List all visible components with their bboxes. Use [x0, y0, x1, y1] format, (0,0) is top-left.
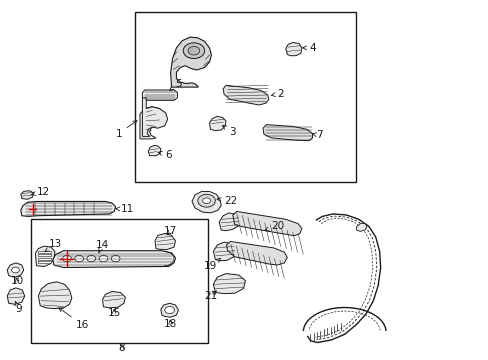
- Bar: [38, 254, 51, 256]
- Text: 20: 20: [264, 221, 285, 231]
- Text: 13: 13: [45, 239, 62, 252]
- Polygon shape: [226, 242, 287, 265]
- Bar: [30, 219, 207, 342]
- Circle shape: [202, 198, 210, 203]
- Polygon shape: [232, 211, 301, 236]
- Polygon shape: [102, 292, 125, 308]
- Polygon shape: [142, 98, 167, 136]
- Bar: [38, 251, 51, 252]
- Text: 17: 17: [164, 226, 177, 236]
- Circle shape: [75, 255, 83, 262]
- Text: 12: 12: [31, 187, 50, 197]
- Polygon shape: [213, 274, 245, 294]
- Polygon shape: [170, 37, 211, 87]
- Text: 9: 9: [15, 301, 21, 314]
- Text: 7: 7: [312, 130, 323, 140]
- Polygon shape: [21, 191, 33, 199]
- Text: 19: 19: [203, 258, 220, 271]
- Text: 15: 15: [107, 308, 121, 318]
- Polygon shape: [219, 213, 239, 231]
- Text: 5: 5: [169, 78, 182, 90]
- Polygon shape: [53, 251, 175, 267]
- Circle shape: [164, 306, 174, 314]
- Text: 21: 21: [203, 291, 217, 301]
- Text: 11: 11: [115, 204, 134, 214]
- Circle shape: [183, 43, 204, 59]
- Text: 1: 1: [115, 121, 137, 139]
- Polygon shape: [148, 145, 161, 156]
- Circle shape: [62, 255, 71, 262]
- Polygon shape: [209, 116, 225, 131]
- Polygon shape: [21, 202, 116, 216]
- Circle shape: [111, 255, 120, 262]
- Polygon shape: [356, 224, 366, 231]
- Polygon shape: [223, 85, 268, 105]
- Text: 2: 2: [271, 89, 284, 99]
- Text: 4: 4: [302, 43, 316, 53]
- Bar: [38, 258, 51, 260]
- Polygon shape: [35, 246, 55, 266]
- Text: 6: 6: [158, 150, 172, 160]
- Circle shape: [188, 46, 200, 55]
- Text: 3: 3: [222, 126, 235, 137]
- Circle shape: [12, 267, 20, 273]
- Polygon shape: [192, 192, 221, 213]
- Polygon shape: [142, 90, 177, 100]
- Polygon shape: [155, 234, 175, 249]
- Bar: [38, 261, 51, 263]
- Polygon shape: [7, 263, 24, 277]
- Polygon shape: [161, 303, 178, 317]
- Text: 16: 16: [59, 308, 89, 330]
- Polygon shape: [140, 107, 166, 139]
- Text: 14: 14: [96, 240, 109, 253]
- Text: 18: 18: [163, 319, 177, 329]
- Circle shape: [99, 255, 108, 262]
- Polygon shape: [38, 282, 72, 309]
- Circle shape: [87, 255, 96, 262]
- Text: 8: 8: [119, 343, 125, 353]
- Polygon shape: [263, 125, 312, 141]
- Text: 22: 22: [217, 196, 237, 206]
- Bar: [135, 12, 356, 182]
- Polygon shape: [7, 288, 25, 304]
- Polygon shape: [285, 42, 301, 56]
- Polygon shape: [213, 242, 235, 261]
- Text: 10: 10: [10, 276, 23, 286]
- Circle shape: [198, 194, 215, 207]
